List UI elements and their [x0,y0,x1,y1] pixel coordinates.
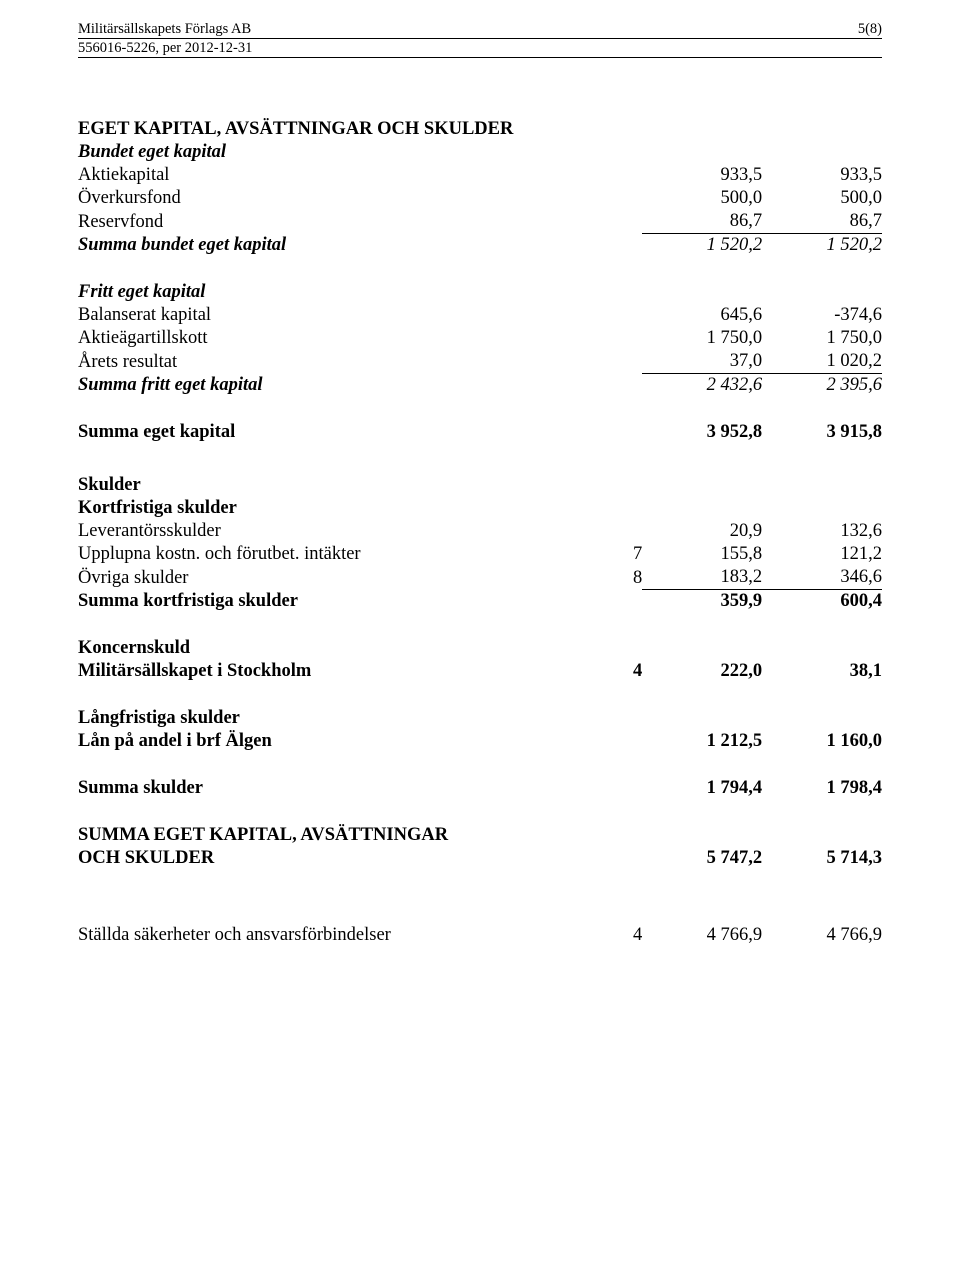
sum-value: 359,9 [642,590,762,614]
table-row: Aktieägartillskott 1 750,0 1 750,0 [78,327,882,350]
row-value: 183,2 [642,566,762,590]
koncern-title: Koncernskuld [78,637,882,660]
sum-value: 3 952,8 [642,421,762,444]
row-label: Leverantörsskulder [78,520,582,543]
grand-line2: OCH SKULDER [78,847,582,870]
table-row: Överkursfond 500,0 500,0 [78,187,882,210]
sum-label: Summa fritt eget kapital [78,374,582,398]
row-value: 4 766,9 [642,924,762,947]
balance-table: EGET KAPITAL, AVSÄTTNINGAR OCH SKULDER B… [78,118,882,947]
row-label: Balanserat kapital [78,304,582,327]
sum-label: Summa bundet eget kapital [78,234,582,258]
row-value: 933,5 [762,164,882,187]
sum-value: 2 395,6 [762,374,882,398]
grand-value: 5 747,2 [642,847,762,870]
table-row: Reservfond 86,7 86,7 [78,210,882,234]
row-value: 346,6 [762,566,882,590]
row-value: -374,6 [762,304,882,327]
sum-value: 600,4 [762,590,882,614]
table-row: Övriga skulder 8 183,2 346,6 [78,566,882,590]
row-note: 8 [582,566,642,590]
skulder-title: Skulder [78,474,882,497]
grand-row: OCH SKULDER 5 747,2 5 714,3 [78,847,882,870]
row-note: 4 [582,660,642,683]
sum-row: Summa bundet eget kapital 1 520,2 1 520,… [78,234,882,258]
row-value: 1 212,5 [642,730,762,753]
row-value: 86,7 [642,210,762,234]
langfr-title: Långfristiga skulder [78,707,882,730]
row-value: 500,0 [642,187,762,210]
sum-label: Summa eget kapital [78,421,582,444]
row-label: Övriga skulder [78,566,582,590]
row-label: Ställda säkerheter och ansvarsförbindels… [78,924,582,947]
table-row: Balanserat kapital 645,6 -374,6 [78,304,882,327]
section-title: EGET KAPITAL, AVSÄTTNINGAR OCH SKULDER [78,118,882,141]
table-row: Lån på andel i brf Älgen 1 212,5 1 160,0 [78,730,882,753]
sum-label: Summa kortfristiga skulder [78,590,582,614]
row-value: 1 750,0 [762,327,882,350]
sum-value: 1 794,4 [642,777,762,800]
header-subline: 556016-5226, per 2012-12-31 [78,39,882,58]
row-label: Militärsällskapet i Stockholm [78,660,582,683]
row-label: Lån på andel i brf Älgen [78,730,582,753]
row-value: 155,8 [642,543,762,566]
fritt-title: Fritt eget kapital [78,281,882,304]
row-value: 645,6 [642,304,762,327]
row-label: Aktiekapital [78,164,582,187]
sum-value: 1 520,2 [762,234,882,258]
row-value: 500,0 [762,187,882,210]
header-company: Militärsällskapets Förlags AB [78,20,251,38]
row-value: 38,1 [762,660,882,683]
row-label: Aktieägartillskott [78,327,582,350]
sum-label: Summa skulder [78,777,582,800]
grand-value: 5 714,3 [762,847,882,870]
row-value: 132,6 [762,520,882,543]
sum-value: 1 798,4 [762,777,882,800]
summa-eget-row: Summa eget kapital 3 952,8 3 915,8 [78,421,882,444]
row-note [582,520,642,543]
sum-value: 1 520,2 [642,234,762,258]
table-row: Leverantörsskulder 20,9 132,6 [78,520,882,543]
row-value: 121,2 [762,543,882,566]
stallda-row: Ställda säkerheter och ansvarsförbindels… [78,924,882,947]
row-value: 37,0 [642,350,762,374]
table-row: Aktiekapital 933,5 933,5 [78,164,882,187]
row-value: 86,7 [762,210,882,234]
sum-value: 3 915,8 [762,421,882,444]
table-row: Årets resultat 37,0 1 020,2 [78,350,882,374]
row-value: 1 160,0 [762,730,882,753]
row-label: Överkursfond [78,187,582,210]
row-label: Reservfond [78,210,582,234]
row-value: 1 750,0 [642,327,762,350]
grand-line1: SUMMA EGET KAPITAL, AVSÄTTNINGAR [78,824,882,847]
row-value: 1 020,2 [762,350,882,374]
sum-row: Summa fritt eget kapital 2 432,6 2 395,6 [78,374,882,398]
kortfr-title: Kortfristiga skulder [78,497,882,520]
page-header: Militärsällskapets Förlags AB 5(8) 55601… [78,20,882,58]
summa-skulder-row: Summa skulder 1 794,4 1 798,4 [78,777,882,800]
row-note: 7 [582,543,642,566]
sum-value: 2 432,6 [642,374,762,398]
row-value: 222,0 [642,660,762,683]
row-label: Årets resultat [78,350,582,374]
bundet-title: Bundet eget kapital [78,141,882,164]
row-value: 20,9 [642,520,762,543]
row-value: 933,5 [642,164,762,187]
table-row: Militärsällskapet i Stockholm 4 222,0 38… [78,660,882,683]
table-row: Upplupna kostn. och förutbet. intäkter 7… [78,543,882,566]
row-note: 4 [582,924,642,947]
row-label: Upplupna kostn. och förutbet. intäkter [78,543,582,566]
header-page-number: 5(8) [858,20,882,38]
sum-row: Summa kortfristiga skulder 359,9 600,4 [78,590,882,614]
row-value: 4 766,9 [762,924,882,947]
